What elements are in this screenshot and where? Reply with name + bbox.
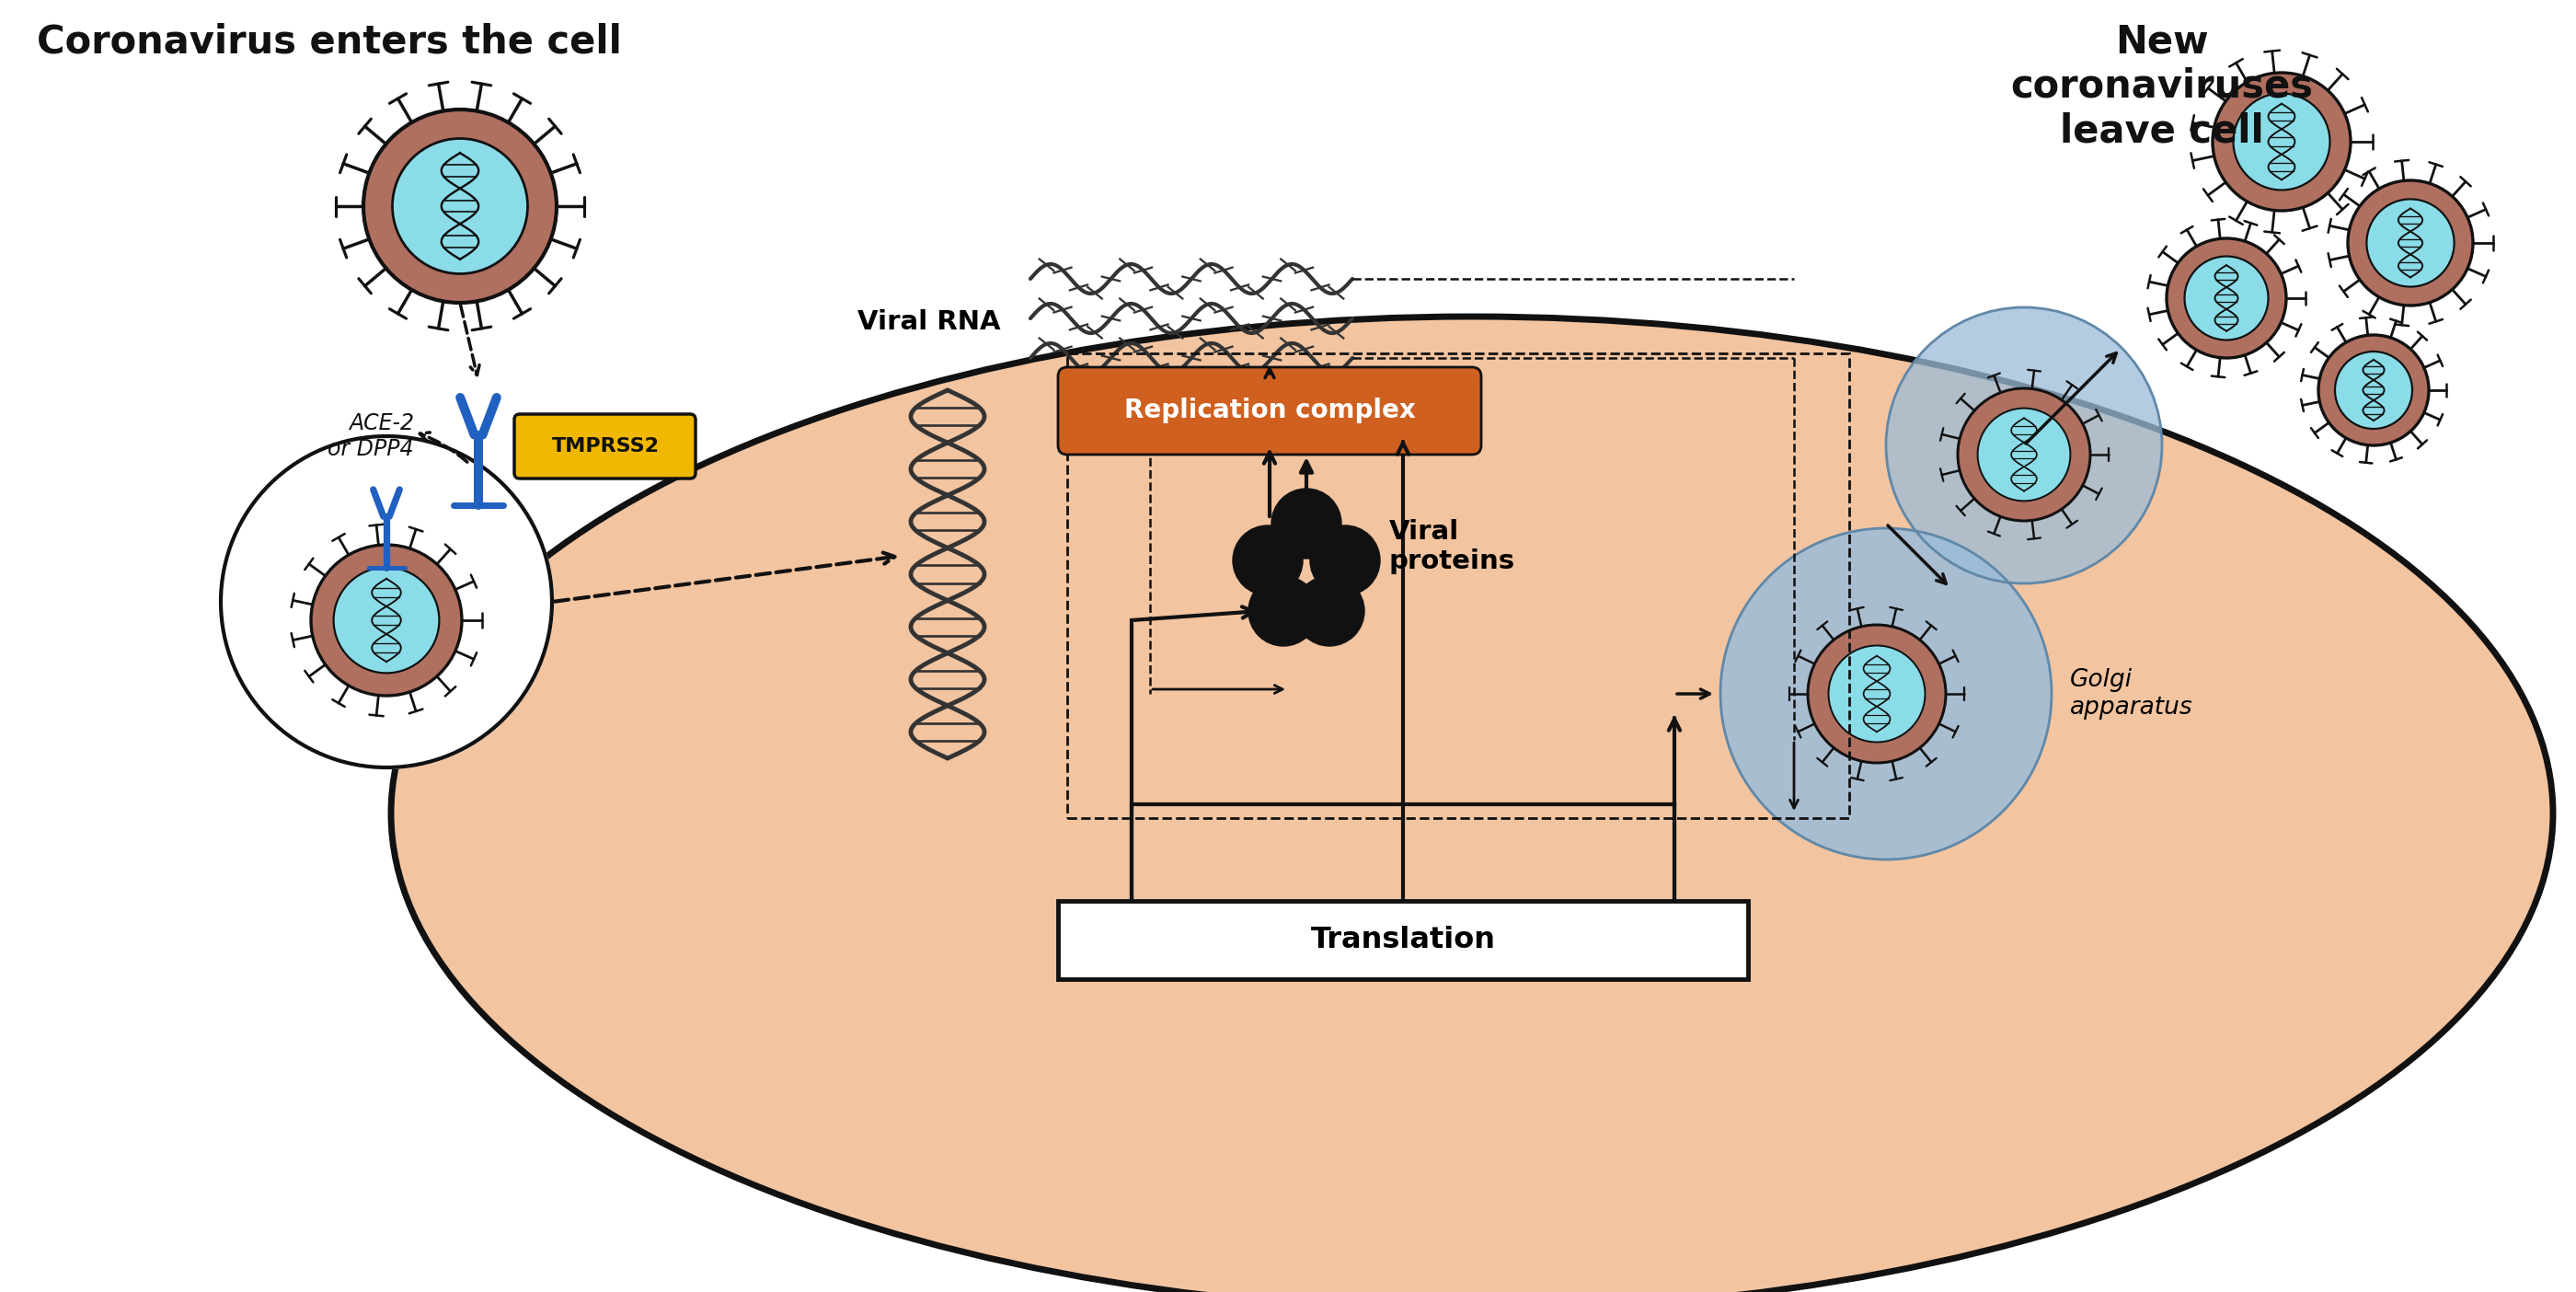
Circle shape (363, 110, 556, 302)
Text: Replication complex: Replication complex (1123, 398, 1414, 424)
Circle shape (1273, 488, 1342, 558)
Circle shape (1978, 408, 2071, 501)
Circle shape (2334, 351, 2411, 429)
Circle shape (2367, 199, 2455, 287)
Text: Translation: Translation (1311, 926, 1497, 955)
Circle shape (2233, 93, 2329, 190)
Text: Viral
proteins: Viral proteins (1388, 519, 1515, 575)
Circle shape (222, 437, 551, 767)
FancyBboxPatch shape (515, 415, 696, 478)
Text: ACE-2
or DPP4: ACE-2 or DPP4 (327, 412, 415, 460)
Text: Viral RNA: Viral RNA (858, 309, 999, 335)
Text: Coronavirus enters the cell: Coronavirus enters the cell (36, 22, 621, 61)
Circle shape (1293, 576, 1365, 646)
Circle shape (1249, 576, 1319, 646)
Circle shape (312, 545, 461, 695)
Circle shape (2184, 256, 2269, 340)
Text: New
coronaviruses
leave cell: New coronaviruses leave cell (2012, 22, 2313, 150)
Ellipse shape (392, 317, 2553, 1292)
Circle shape (1958, 389, 2089, 521)
Circle shape (1886, 307, 2161, 584)
Circle shape (1829, 646, 1924, 742)
Circle shape (2213, 72, 2349, 211)
FancyBboxPatch shape (1059, 367, 1481, 455)
Circle shape (1808, 625, 1945, 762)
Text: TMPRSS2: TMPRSS2 (551, 437, 659, 456)
Text: Golgi
apparatus: Golgi apparatus (2071, 668, 2192, 720)
FancyBboxPatch shape (1059, 901, 1749, 979)
Circle shape (335, 567, 438, 673)
Circle shape (2166, 238, 2287, 358)
Circle shape (2318, 335, 2429, 446)
Circle shape (1234, 526, 1303, 596)
Circle shape (1311, 526, 1381, 596)
Circle shape (2347, 181, 2473, 305)
Circle shape (392, 138, 528, 274)
Circle shape (1721, 528, 2050, 859)
